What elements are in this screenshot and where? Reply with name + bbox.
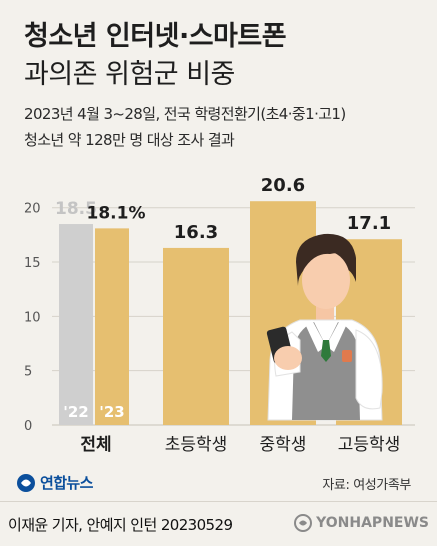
value-label: 18.1% [87,203,146,223]
survey-note: 2023년 4월 3~28일, 전국 학령전환기(초4·중1·고1) 청소년 약… [24,101,346,153]
category-label: 고등학생 [338,435,401,455]
y-tick-label: 15 [24,256,41,271]
category-label: 초등학생 [165,435,228,455]
value-label: 17.1 [347,213,391,234]
yonhap-logo-icon [17,473,35,492]
chart-title: 청소년 인터넷·스마트폰 [24,21,287,52]
chart-subtitle: 과의존 위험군 비중 [24,59,235,90]
bar-2023 [95,228,129,425]
footer-divider [0,501,437,502]
value-label: 16.3 [174,222,218,243]
watermark-text: YONHAPNEWS [316,515,429,531]
legend-2023: '23 [99,403,124,421]
y-tick-label: 10 [24,310,41,325]
legend-2022: '22 [63,403,88,421]
bar-2023 [163,247,229,425]
labels: 0 5 10 15 20 18.518.1% '22 '23 전체 16.3 초등학생 20.6 중학생… [24,175,400,455]
source-note: 자료: 여성가족부 [322,478,411,493]
y-tick-label: 20 [24,202,41,217]
survey-line-2: 청소년 약 128만 명 대상 조사 결과 [24,131,235,149]
value-label: 18.5 [55,199,97,219]
category-label: 중학생 [260,435,307,455]
bar-2022 [59,224,93,425]
student-illustration [266,233,383,421]
watermark-icon [294,514,313,532]
category-label: 전체 [80,435,111,455]
yonhap-logo: 연합뉴스 [16,472,93,493]
y-tick-label: 5 [24,365,32,380]
survey-line-1: 2023년 4월 3~28일, 전국 학령전환기(초4·중1·고1) [24,105,346,123]
credit-line: 이재윤 기자, 안예지 인턴 20230529 [8,516,233,534]
watermark: YONHAPNEWS [294,514,429,532]
logo-text: 연합뉴스 [40,474,93,492]
value-label: 20.6 [261,175,305,196]
y-tick-label: 0 [24,419,32,434]
